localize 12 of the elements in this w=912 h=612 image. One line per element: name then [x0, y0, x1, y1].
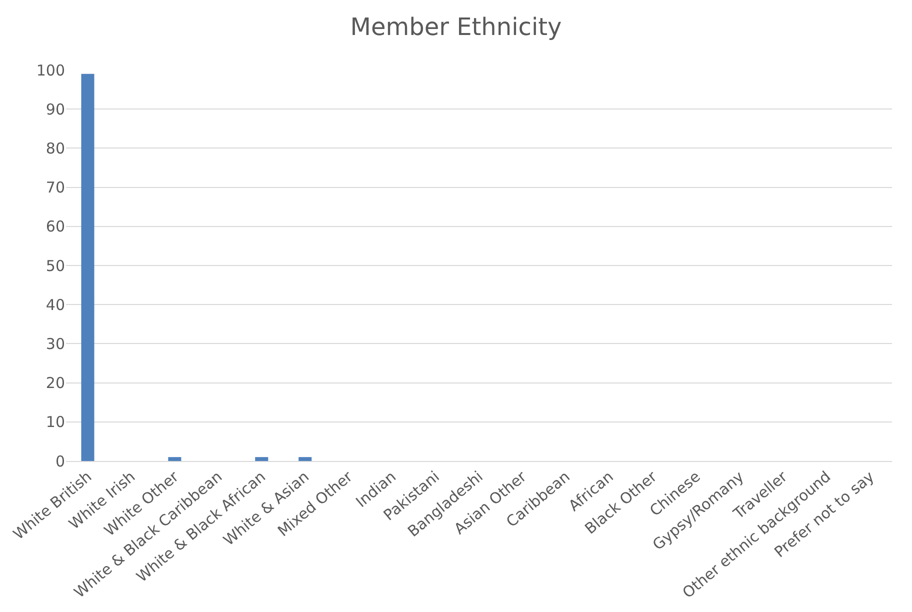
y-tick-label: 60	[46, 218, 65, 236]
y-tick-label: 100	[36, 61, 65, 80]
y-tick-label: 30	[46, 334, 65, 353]
y-tick-label: 90	[46, 100, 65, 118]
y-tick-label: 20	[46, 374, 65, 392]
y-tick-label: 80	[46, 139, 65, 158]
chart-title: Member Ethnicity	[350, 13, 562, 42]
y-tick-label: 50	[46, 256, 65, 275]
y-tick-label: 40	[46, 296, 65, 314]
y-tick-label: 70	[46, 178, 65, 197]
y-tick-label: 10	[46, 413, 65, 432]
y-tick-label: 0	[55, 452, 65, 470]
